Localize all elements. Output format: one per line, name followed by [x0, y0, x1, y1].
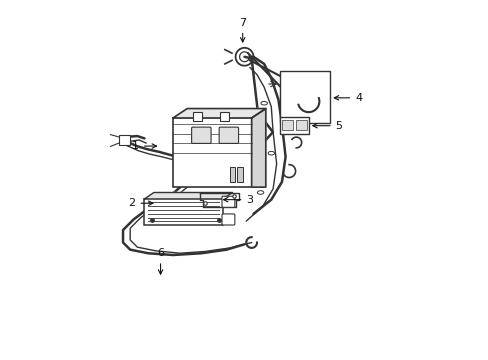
Bar: [220, 112, 229, 121]
Polygon shape: [144, 193, 232, 199]
Bar: [119, 135, 130, 145]
Ellipse shape: [267, 152, 274, 155]
Bar: [282, 120, 293, 130]
Ellipse shape: [261, 102, 267, 105]
FancyBboxPatch shape: [222, 196, 234, 207]
Ellipse shape: [257, 191, 263, 194]
FancyBboxPatch shape: [219, 127, 238, 143]
Polygon shape: [251, 109, 265, 187]
Text: 6: 6: [157, 248, 163, 274]
Bar: [295, 120, 307, 130]
Polygon shape: [173, 109, 265, 118]
Bar: [192, 112, 201, 121]
Bar: [144, 199, 223, 225]
FancyBboxPatch shape: [222, 214, 234, 225]
Text: 3: 3: [223, 195, 253, 204]
Text: 7: 7: [239, 18, 246, 42]
Bar: [237, 167, 243, 182]
Text: 1: 1: [132, 141, 156, 151]
Text: 2: 2: [128, 198, 153, 208]
Bar: [280, 117, 308, 134]
Bar: [229, 167, 235, 182]
Bar: [280, 71, 329, 123]
FancyBboxPatch shape: [191, 127, 211, 143]
Text: 5: 5: [312, 121, 342, 131]
Text: 4: 4: [334, 93, 362, 103]
Bar: [173, 118, 251, 187]
